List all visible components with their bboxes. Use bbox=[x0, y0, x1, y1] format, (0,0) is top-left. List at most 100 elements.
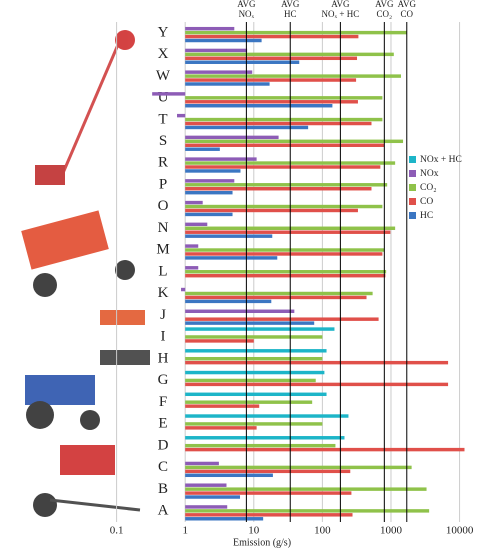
bar bbox=[185, 117, 383, 122]
bar bbox=[185, 34, 359, 39]
bar bbox=[185, 461, 219, 466]
bar bbox=[185, 157, 257, 161]
bar bbox=[185, 400, 313, 404]
bar bbox=[185, 143, 385, 147]
bar bbox=[185, 317, 379, 321]
bar bbox=[185, 443, 336, 448]
legend-label: HC bbox=[420, 211, 433, 221]
bar bbox=[185, 295, 367, 300]
bar bbox=[185, 513, 353, 517]
legend-label: CO bbox=[420, 197, 433, 207]
y-tick-label: J bbox=[160, 307, 166, 323]
bar bbox=[185, 270, 387, 274]
average-label: AVG bbox=[237, 0, 256, 9]
bar bbox=[185, 327, 335, 331]
bar bbox=[185, 187, 372, 191]
bar bbox=[185, 426, 257, 430]
bar bbox=[185, 382, 449, 387]
bar bbox=[185, 349, 327, 353]
y-tick-label: P bbox=[159, 176, 167, 192]
y-tick-label: U bbox=[158, 90, 169, 106]
bar bbox=[177, 113, 186, 118]
bar bbox=[185, 378, 316, 383]
bar bbox=[185, 392, 327, 397]
bar bbox=[185, 414, 349, 418]
bar bbox=[185, 147, 220, 151]
legend-label: CO₂ bbox=[420, 183, 437, 193]
average-label: CO₂ bbox=[377, 9, 393, 19]
y-tick-label: B bbox=[158, 481, 168, 497]
bar bbox=[185, 56, 358, 61]
legend-swatch bbox=[409, 212, 416, 219]
y-tick-label: C bbox=[158, 459, 168, 475]
x-tick-label: 0.1 bbox=[110, 525, 124, 537]
bar bbox=[185, 436, 345, 440]
bar bbox=[185, 252, 383, 256]
bar bbox=[185, 234, 273, 238]
bar bbox=[185, 212, 233, 217]
bar bbox=[185, 208, 358, 213]
bar bbox=[185, 509, 430, 513]
average-label: CO bbox=[401, 9, 414, 19]
legend-label: NOx + HC bbox=[420, 155, 462, 165]
bar bbox=[185, 491, 352, 495]
y-tick-label: X bbox=[158, 46, 169, 62]
bar bbox=[185, 505, 228, 509]
y-tick-label: E bbox=[158, 416, 167, 432]
bar bbox=[185, 222, 208, 227]
y-tick-label: F bbox=[159, 394, 167, 410]
average-label: NOₓ + HC bbox=[322, 9, 360, 19]
average-label: HC bbox=[284, 9, 297, 19]
bar bbox=[181, 287, 186, 292]
average-label: AVG bbox=[375, 0, 394, 9]
bar bbox=[185, 273, 386, 278]
x-tick-label: 1 bbox=[182, 525, 188, 537]
bar bbox=[185, 30, 407, 35]
bar bbox=[185, 60, 300, 64]
bar bbox=[185, 183, 388, 187]
x-tick-label: 10000 bbox=[446, 525, 474, 537]
bar bbox=[185, 26, 235, 31]
average-label: AVG bbox=[398, 0, 417, 9]
bar bbox=[185, 169, 241, 173]
y-tick-label: N bbox=[158, 220, 169, 236]
x-axis-title: Emission (g/s) bbox=[233, 537, 291, 548]
y-tick-label: T bbox=[158, 111, 167, 127]
bar bbox=[185, 48, 248, 53]
bar bbox=[185, 495, 241, 499]
y-tick-label: K bbox=[158, 285, 169, 301]
bar bbox=[185, 204, 383, 209]
bar bbox=[185, 487, 427, 491]
y-tick-label: H bbox=[158, 350, 169, 366]
bar bbox=[185, 70, 253, 74]
bar bbox=[185, 469, 351, 474]
bar bbox=[185, 135, 279, 140]
average-label: AVG bbox=[331, 0, 350, 9]
bar bbox=[185, 422, 323, 426]
bar bbox=[185, 78, 357, 82]
bar bbox=[185, 179, 235, 183]
y-tick-label: M bbox=[156, 242, 169, 258]
y-tick-label: R bbox=[158, 155, 168, 171]
bar bbox=[185, 165, 381, 169]
bar bbox=[185, 74, 401, 78]
bar bbox=[185, 200, 203, 205]
bar bbox=[185, 139, 404, 144]
average-label: NOₓ bbox=[239, 9, 255, 19]
bar bbox=[185, 291, 373, 296]
bar bbox=[185, 356, 323, 361]
x-tick-label: 100 bbox=[314, 525, 331, 537]
bar bbox=[185, 404, 260, 408]
bar bbox=[185, 517, 264, 521]
bar bbox=[185, 360, 449, 365]
bar bbox=[185, 447, 465, 452]
bar bbox=[185, 370, 325, 375]
product-images bbox=[21, 30, 150, 517]
y-tick-label: Y bbox=[158, 24, 169, 40]
bar bbox=[185, 339, 254, 343]
bar bbox=[185, 104, 333, 108]
x-tick-label: 10 bbox=[248, 525, 260, 537]
bar bbox=[185, 248, 385, 252]
bar bbox=[185, 335, 323, 339]
